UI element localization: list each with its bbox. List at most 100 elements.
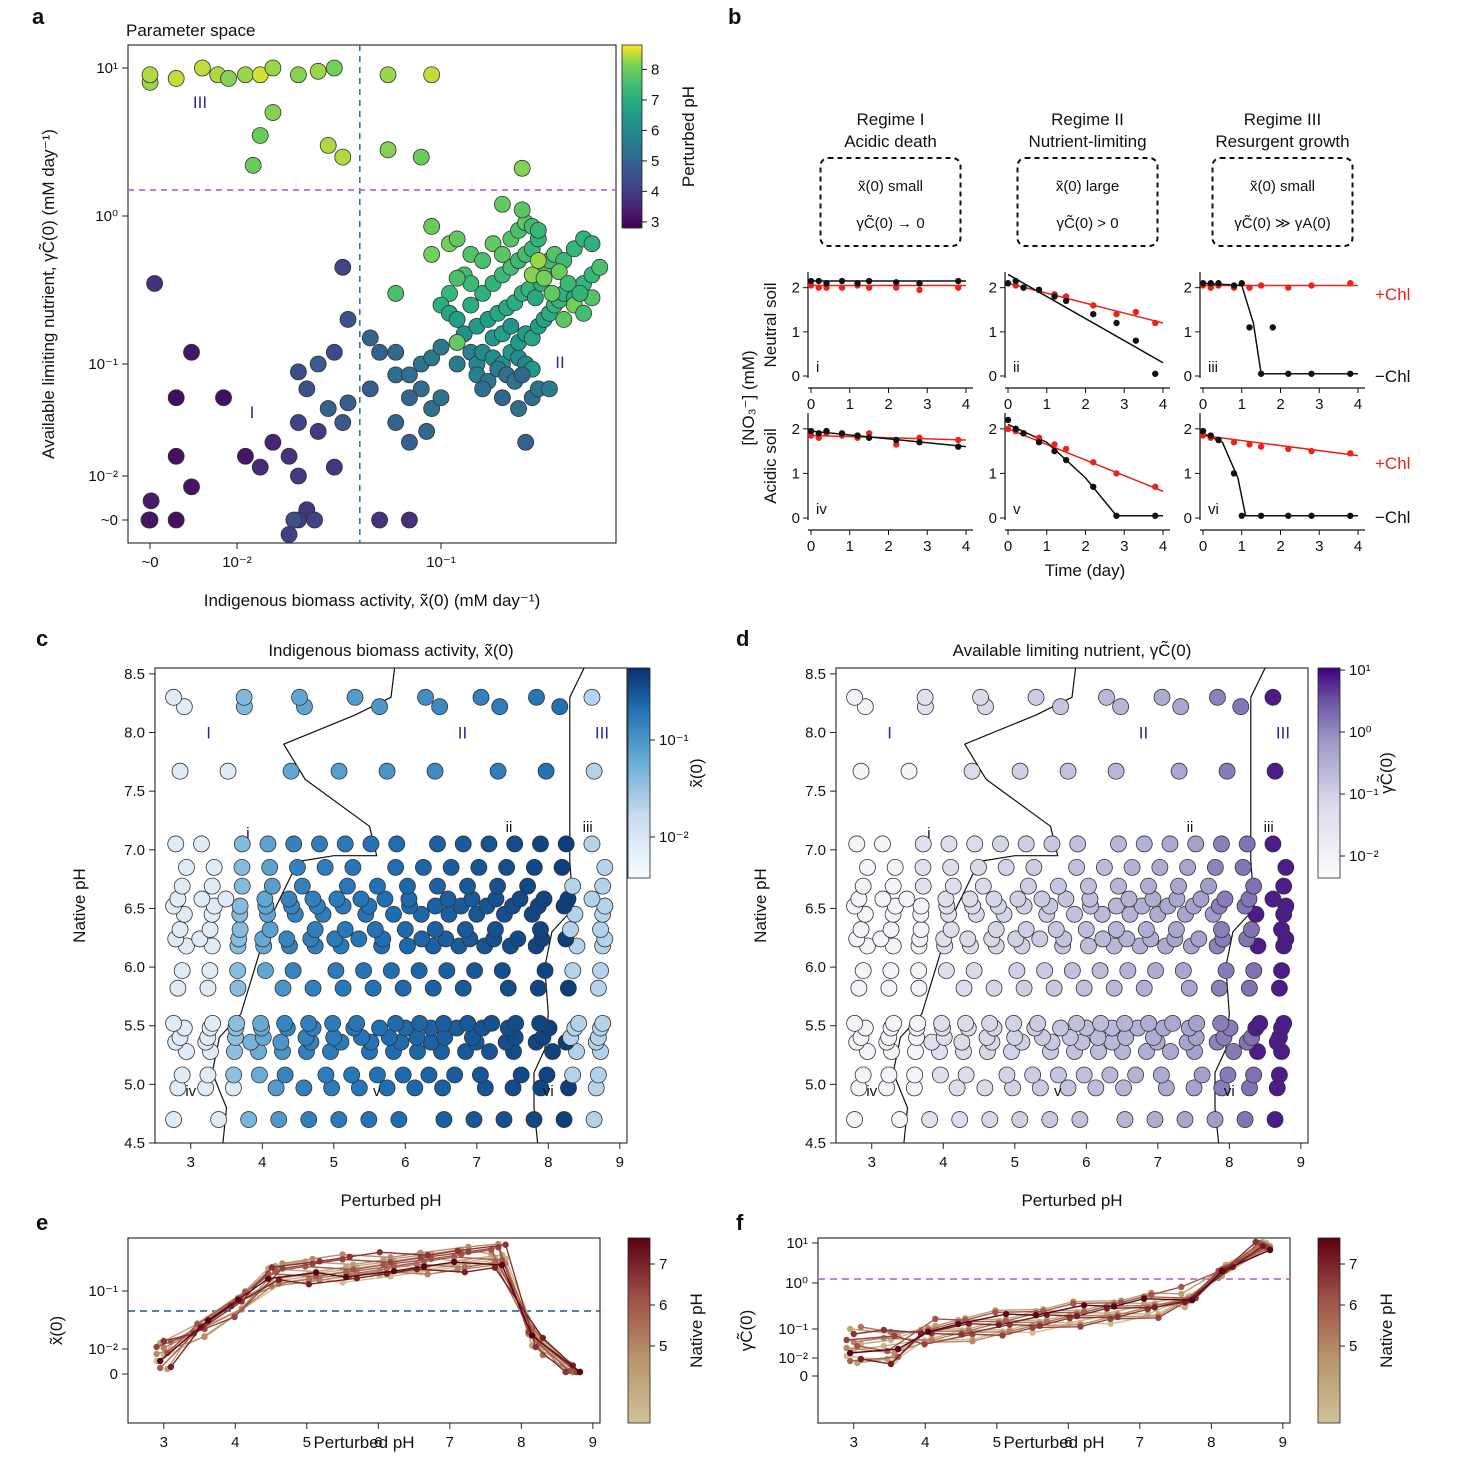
data-point — [220, 70, 237, 87]
data-point — [327, 962, 345, 979]
x-tick-label: 4 — [1159, 396, 1167, 413]
data-point — [1206, 858, 1224, 876]
x-tick-label: 6 — [1064, 1434, 1072, 1451]
trace-point — [857, 1355, 865, 1363]
y-tick-label: 2 — [989, 280, 997, 297]
y-tick-label: 4.5 — [124, 1135, 145, 1152]
data-point — [352, 890, 370, 908]
trace-point — [846, 1357, 854, 1365]
trace-point — [850, 1330, 857, 1338]
data-point — [957, 1066, 975, 1084]
trace-point — [153, 1343, 160, 1351]
data-point — [237, 447, 254, 465]
data-point — [400, 433, 418, 451]
trace-point — [1259, 1242, 1267, 1250]
x-tick-label: 2 — [884, 396, 892, 413]
data-point — [1045, 979, 1063, 997]
data-point — [1017, 921, 1035, 938]
data-point — [263, 877, 281, 895]
data-point — [259, 835, 277, 853]
x-axis-label: Perturbed pH — [313, 1433, 414, 1452]
data-point — [583, 235, 601, 253]
data-point — [1029, 1014, 1047, 1032]
data-point — [1135, 979, 1153, 997]
y-tick-label: 10⁻¹ — [778, 1321, 808, 1338]
trace-point — [424, 1252, 431, 1259]
plus-chl-point — [1285, 284, 1292, 291]
data-point — [1172, 698, 1190, 716]
x-tick-label: 9 — [1279, 1434, 1287, 1451]
y-tick-label: 1 — [1184, 324, 1192, 341]
x-tick-label: 1 — [1238, 538, 1246, 555]
data-point — [937, 962, 955, 979]
x-tick-label: 4 — [1159, 538, 1167, 555]
regime-boundary-II-III — [1214, 667, 1266, 1144]
data-point — [1068, 858, 1086, 876]
data-point — [167, 389, 185, 407]
data-point — [1200, 877, 1217, 895]
data-point — [304, 979, 322, 997]
trace-point — [969, 1338, 976, 1345]
subplot-label: iii — [1208, 359, 1218, 376]
data-point — [378, 1079, 396, 1097]
data-point — [233, 858, 251, 876]
plus-chl-point — [1062, 445, 1070, 453]
subplot-marker: iii — [1264, 819, 1274, 836]
data-point — [1025, 858, 1043, 876]
data-point — [394, 979, 412, 997]
plot-frame — [127, 1237, 601, 1424]
data-point — [251, 127, 269, 144]
data-point — [284, 962, 302, 979]
data-point — [1212, 1014, 1230, 1032]
plus-chl-point — [823, 284, 830, 291]
data-point — [1080, 937, 1097, 955]
data-point — [424, 979, 442, 997]
data-point — [1043, 835, 1061, 853]
data-point — [412, 380, 430, 398]
data-point — [183, 478, 200, 496]
data-point — [532, 835, 549, 853]
data-point — [165, 1111, 182, 1128]
data-point — [409, 1043, 426, 1060]
data-point — [987, 921, 1005, 938]
minus-chl-point — [1238, 280, 1245, 287]
data-point — [278, 930, 296, 948]
regime-name: Resurgent growth — [1215, 132, 1349, 151]
data-point — [330, 762, 348, 780]
y-tick-label: 10⁻¹ — [88, 356, 118, 373]
data-point — [355, 962, 373, 979]
data-point — [399, 877, 416, 895]
trace-point — [1029, 1329, 1036, 1336]
data-point — [291, 688, 308, 706]
data-point — [261, 858, 279, 876]
data-point — [1210, 979, 1228, 997]
minus-chl-point — [1285, 370, 1292, 377]
x-tick-label: 10⁻² — [222, 554, 252, 571]
colorbar-f-bar — [1317, 1237, 1341, 1424]
data-point — [1240, 979, 1258, 997]
data-point — [215, 389, 232, 407]
plus-chl-point — [1230, 439, 1238, 446]
panel-d-nutrient-heatmap: Available limiting nutrient, γC̃(0) 3 4 5 6 7… — [751, 640, 1396, 1210]
data-point — [898, 890, 916, 908]
data-point — [513, 159, 531, 177]
trace-point — [204, 1317, 212, 1324]
data-point — [564, 1066, 582, 1084]
y-axis-label: [NO₃⁻] (mM) — [739, 350, 758, 445]
data-point — [366, 921, 384, 938]
data-point — [244, 156, 262, 174]
data-point — [951, 1111, 969, 1128]
panel-a-scatter: Parameter space ~0 10⁻² 10⁻¹ ~0 10⁻² 10⁻¹ 10⁰ 10… — [38, 21, 698, 610]
trace-point — [894, 1345, 902, 1353]
x-tick-label: 5 — [303, 1434, 311, 1451]
data-point — [237, 66, 254, 84]
data-point — [992, 835, 1009, 853]
colorbar-d-tick-label: 10⁰ — [1349, 724, 1372, 741]
minus-chl-point — [1035, 439, 1043, 446]
data-point — [510, 400, 527, 417]
minus-chl-point — [854, 280, 861, 287]
data-point — [410, 962, 428, 979]
data-point — [233, 835, 251, 853]
trace-point — [350, 1261, 357, 1268]
row-label-neutral: Neutral soil — [761, 282, 780, 367]
